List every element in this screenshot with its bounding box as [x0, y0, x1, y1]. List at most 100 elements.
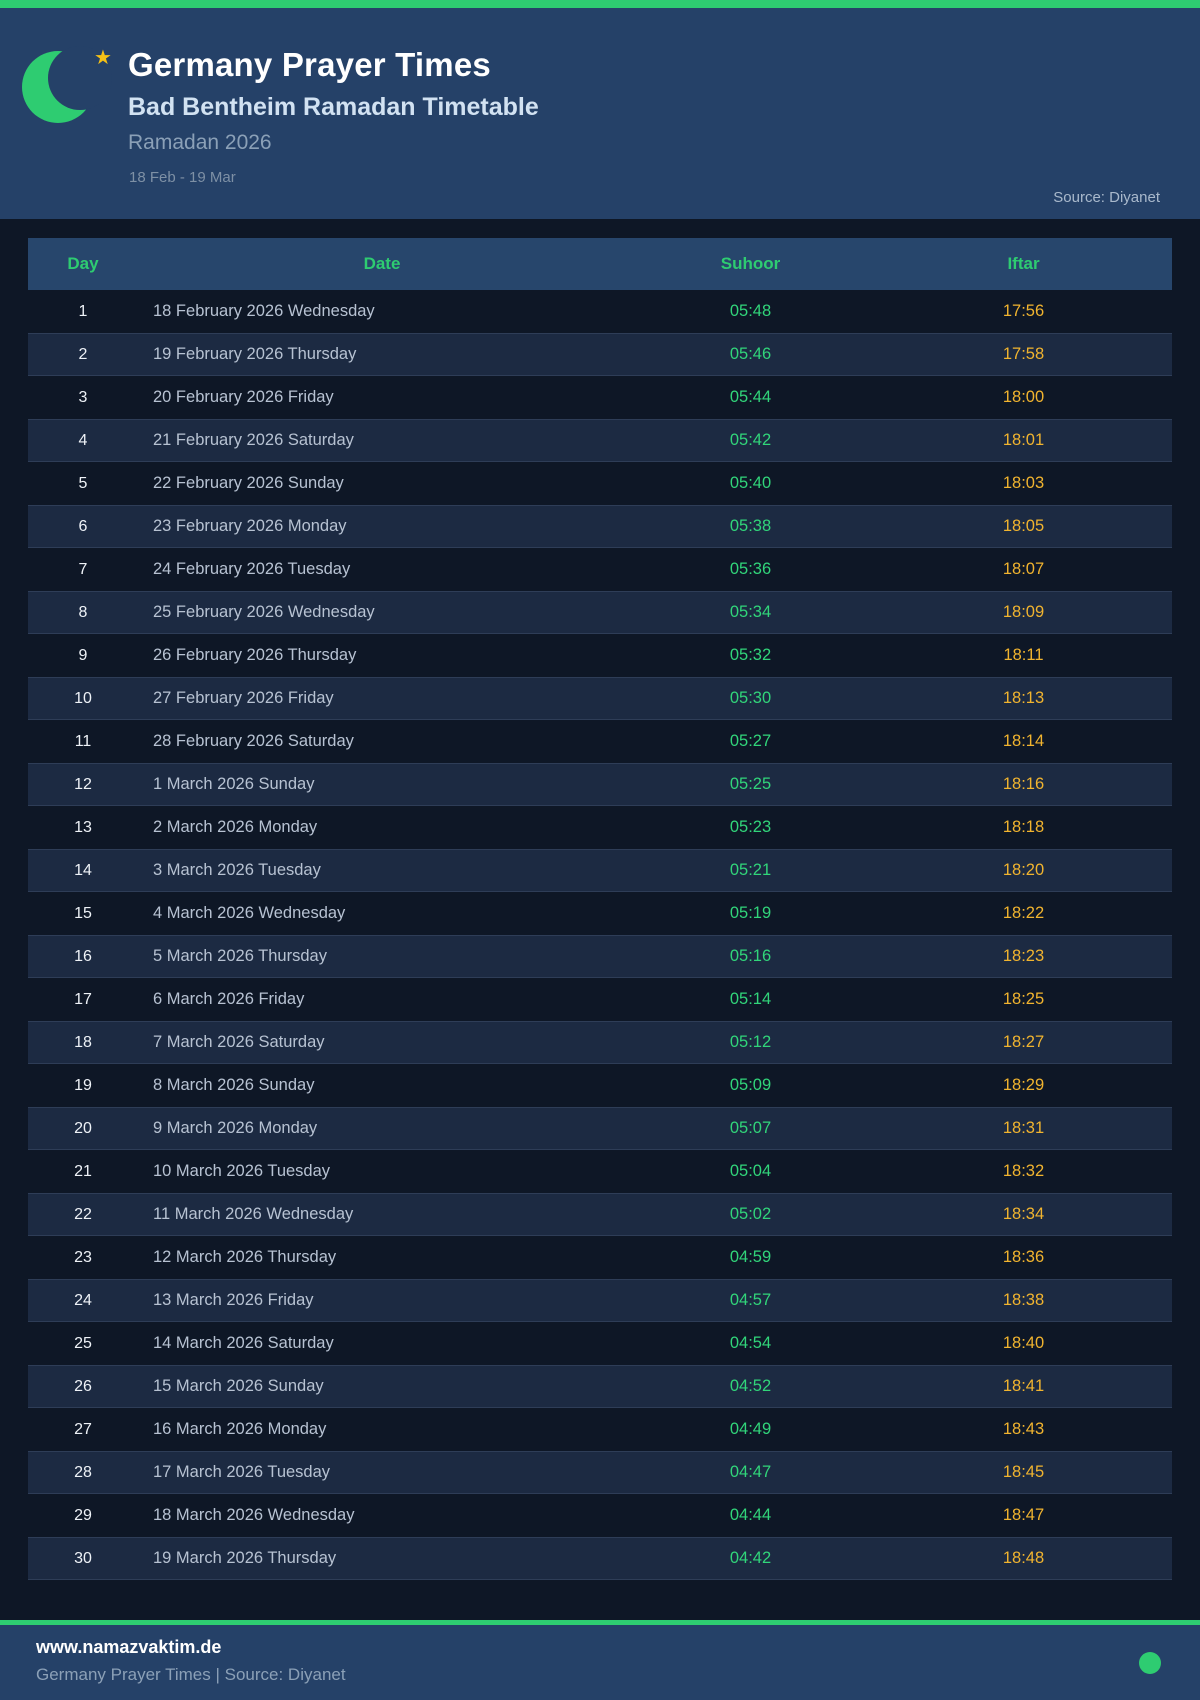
page-title: Germany Prayer Times: [128, 46, 491, 83]
iftar-time: 18:20: [1002, 861, 1045, 879]
suhoor-time: 05:25: [729, 775, 772, 793]
day-number: 21: [74, 1162, 92, 1180]
ramadan-year-label: Ramadan 2026: [128, 131, 272, 154]
footer-tagline: Germany Prayer Times | Source: Diyanet: [36, 1665, 346, 1684]
table-row: 7 24 February 2026 Tuesday 05:36 18:07: [28, 548, 1172, 591]
date-cell: 9 March 2026 Monday: [153, 1119, 318, 1137]
table-row: 8 25 February 2026 Wednesday 05:34 18:09: [28, 591, 1172, 634]
header: ★ Germany Prayer Times Bad Bentheim Rama…: [0, 8, 1200, 219]
iftar-time: 18:29: [1002, 1076, 1045, 1094]
date-cell: 19 March 2026 Thursday: [153, 1549, 337, 1567]
table-row: 22 11 March 2026 Wednesday 05:02 18:34: [28, 1193, 1172, 1236]
day-number: 18: [74, 1033, 92, 1051]
suhoor-time: 05:07: [729, 1119, 772, 1137]
crescent-moon-icon: ★: [22, 38, 122, 133]
date-cell: 13 March 2026 Friday: [153, 1291, 314, 1309]
iftar-time: 18:27: [1002, 1033, 1045, 1051]
table-row: 20 9 March 2026 Monday 05:07 18:31: [28, 1107, 1172, 1150]
date-cell: 21 February 2026 Saturday: [153, 431, 354, 449]
iftar-time: 18:01: [1002, 431, 1045, 449]
page-subtitle: Bad Bentheim Ramadan Timetable: [128, 93, 539, 121]
suhoor-time: 05:42: [729, 431, 772, 449]
suhoor-time: 05:30: [729, 689, 772, 707]
date-cell: 17 March 2026 Tuesday: [153, 1463, 331, 1481]
table-row: 18 7 March 2026 Saturday 05:12 18:27: [28, 1021, 1172, 1064]
footer: www.namazvaktim.de Germany Prayer Times …: [0, 1625, 1200, 1700]
table-row: 28 17 March 2026 Tuesday 04:47 18:45: [28, 1451, 1172, 1494]
suhoor-time: 04:54: [729, 1334, 772, 1352]
date-cell: 20 February 2026 Friday: [153, 388, 334, 406]
date-cell: 1 March 2026 Sunday: [153, 775, 315, 793]
day-number: 3: [78, 388, 88, 406]
day-number: 14: [74, 861, 92, 879]
day-number: 30: [74, 1549, 92, 1567]
day-number: 8: [78, 603, 88, 621]
iftar-time: 18:32: [1002, 1162, 1045, 1180]
column-header-iftar: Iftar: [1007, 254, 1040, 273]
top-accent-bar: [0, 0, 1200, 8]
iftar-time: 18:14: [1002, 732, 1045, 750]
day-number: 28: [74, 1463, 92, 1481]
date-cell: 18 March 2026 Wednesday: [153, 1506, 355, 1524]
day-number: 22: [74, 1205, 92, 1223]
suhoor-time: 05:02: [729, 1205, 772, 1223]
day-number: 15: [74, 904, 92, 922]
table-row: 30 19 March 2026 Thursday 04:42 18:48: [28, 1537, 1172, 1580]
suhoor-time: 04:47: [729, 1463, 772, 1481]
source-label: Source: Diyanet: [1053, 189, 1160, 206]
day-number: 1: [78, 302, 88, 320]
suhoor-time: 05:34: [729, 603, 772, 621]
day-number: 11: [74, 732, 92, 750]
table-row: 29 18 March 2026 Wednesday 04:44 18:47: [28, 1494, 1172, 1537]
suhoor-time: 05:23: [729, 818, 772, 836]
green-dot-icon: [1139, 1652, 1161, 1674]
iftar-time: 18:05: [1002, 517, 1045, 535]
day-number: 5: [78, 474, 88, 492]
date-cell: 28 February 2026 Saturday: [153, 732, 354, 750]
suhoor-time: 05:14: [729, 990, 772, 1008]
iftar-time: 18:47: [1002, 1506, 1045, 1524]
table-row: 9 26 February 2026 Thursday 05:32 18:11: [28, 634, 1172, 677]
suhoor-time: 05:38: [729, 517, 772, 535]
suhoor-time: 04:49: [729, 1420, 772, 1438]
suhoor-time: 04:59: [729, 1248, 772, 1266]
day-number: 12: [74, 775, 92, 793]
date-cell: 15 March 2026 Sunday: [153, 1377, 324, 1395]
iftar-time: 18:00: [1002, 388, 1045, 406]
iftar-time: 18:34: [1002, 1205, 1045, 1223]
date-cell: 23 February 2026 Monday: [153, 517, 347, 535]
date-cell: 12 March 2026 Thursday: [153, 1248, 337, 1266]
date-range-label: 18 Feb - 19 Mar: [129, 169, 236, 186]
date-cell: 25 February 2026 Wednesday: [153, 603, 375, 621]
table-row: 26 15 March 2026 Sunday 04:52 18:41: [28, 1365, 1172, 1408]
iftar-time: 18:09: [1002, 603, 1045, 621]
website-link[interactable]: www.namazvaktim.de: [36, 1637, 222, 1657]
table-row: 17 6 March 2026 Friday 05:14 18:25: [28, 978, 1172, 1021]
day-number: 13: [74, 818, 92, 836]
date-cell: 6 March 2026 Friday: [153, 990, 305, 1008]
day-number: 20: [74, 1119, 92, 1137]
suhoor-time: 05:32: [729, 646, 772, 664]
date-cell: 18 February 2026 Wednesday: [153, 302, 375, 320]
suhoor-time: 05:48: [729, 302, 772, 320]
suhoor-time: 05:19: [729, 904, 772, 922]
date-cell: 22 February 2026 Sunday: [153, 474, 344, 492]
table-row: 15 4 March 2026 Wednesday 05:19 18:22: [28, 892, 1172, 935]
day-number: 4: [78, 431, 88, 449]
iftar-time: 17:58: [1002, 345, 1045, 363]
date-cell: 26 February 2026 Thursday: [153, 646, 357, 664]
table-row: 11 28 February 2026 Saturday 05:27 18:14: [28, 720, 1172, 763]
suhoor-time: 05:12: [729, 1033, 772, 1051]
iftar-time: 18:23: [1002, 947, 1045, 965]
iftar-time: 18:48: [1002, 1549, 1045, 1567]
day-number: 10: [74, 689, 92, 707]
day-number: 9: [78, 646, 88, 664]
day-number: 29: [74, 1506, 92, 1524]
iftar-time: 18:11: [1003, 646, 1044, 664]
date-cell: 5 March 2026 Thursday: [153, 947, 327, 965]
iftar-time: 18:31: [1002, 1119, 1045, 1137]
table-row: 19 8 March 2026 Sunday 05:09 18:29: [28, 1064, 1172, 1107]
suhoor-time: 04:57: [729, 1291, 772, 1309]
table-row: 25 14 March 2026 Saturday 04:54 18:40: [28, 1322, 1172, 1365]
suhoor-time: 05:16: [729, 947, 772, 965]
